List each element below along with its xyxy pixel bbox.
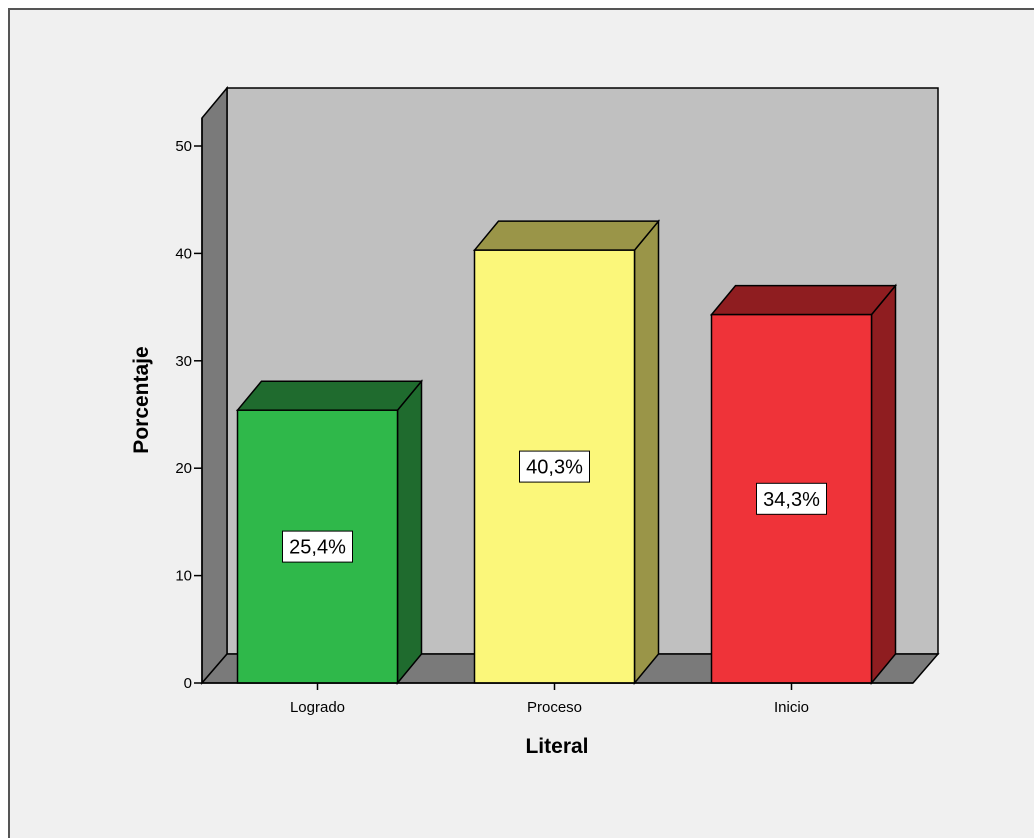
y-tick-label: 20 [175, 460, 192, 477]
bar-top-face [235, 380, 424, 411]
y-tick-label: 0 [184, 675, 192, 692]
bars: 25,4% 40,3% 34,3% [235, 219, 898, 686]
y-tick-label: 10 [175, 568, 192, 585]
x-tick-label: Logrado [290, 699, 345, 716]
x-tick-label: Inicio [774, 699, 809, 716]
bar-top-face [709, 284, 898, 316]
x-tick-label: Proceso [527, 699, 582, 716]
bar-top-face [472, 220, 661, 251]
y-tick-label: 40 [175, 245, 192, 262]
y-tick-label: 30 [175, 353, 192, 370]
y-tick-label: 50 [175, 138, 192, 155]
data-label: 40,3% [526, 457, 583, 479]
bar-logrado: 25,4% [235, 379, 424, 686]
bar-side-face [396, 379, 423, 686]
bar-side-face [870, 283, 897, 686]
left-side-wall [201, 85, 228, 686]
data-label-box [756, 482, 827, 515]
data-label-box [519, 450, 590, 483]
bar-inicio: 34,3% [709, 283, 898, 686]
bar-proceso: 40,3% [472, 219, 661, 686]
bar-side-face [633, 219, 660, 686]
y-axis: 0 10 20 30 40 50 [175, 118, 203, 692]
data-label-box [282, 530, 353, 563]
x-axis: Logrado Proceso Inicio [202, 682, 913, 716]
y-axis-title: Porcentaje [130, 346, 153, 453]
data-label: 25,4% [289, 537, 346, 559]
x-axis-title: Literal [525, 735, 588, 758]
data-label: 34,3% [763, 489, 820, 511]
